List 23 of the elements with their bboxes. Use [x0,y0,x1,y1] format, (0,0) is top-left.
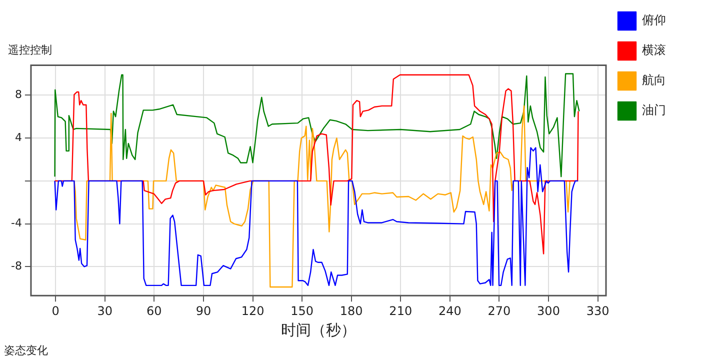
y-tick-label: 4 [14,130,22,144]
y-tick-label: 8 [14,88,22,102]
x-tick-label: 30 [97,304,113,318]
x-tick-label: 90 [196,304,212,318]
text: 姿态变化 [4,343,48,358]
x-tick-label: 240 [438,304,462,318]
x-axis-title: 时间（秒） [280,320,356,339]
x-tick-label: 270 [488,304,511,318]
x-tick-label: 330 [586,304,610,318]
legend-label: 油门 [642,103,666,118]
legend-label: 横滚 [642,43,666,58]
x-tick-label: 300 [537,304,560,318]
x-tick-label: 0 [52,304,60,318]
legend-label: 俯仰 [642,13,666,28]
x-tick-label: 180 [340,304,363,318]
y-tick-label: -8 [11,260,22,273]
chart-title: 遥控控制 [8,43,52,56]
x-tick-label: 60 [146,304,162,318]
x-tick-label: 120 [241,304,264,318]
x-tick-label: 210 [389,304,412,318]
x-tick-label: 150 [290,304,314,318]
y-tick-label: -4 [11,216,22,230]
legend-label: 航向 [642,73,666,88]
